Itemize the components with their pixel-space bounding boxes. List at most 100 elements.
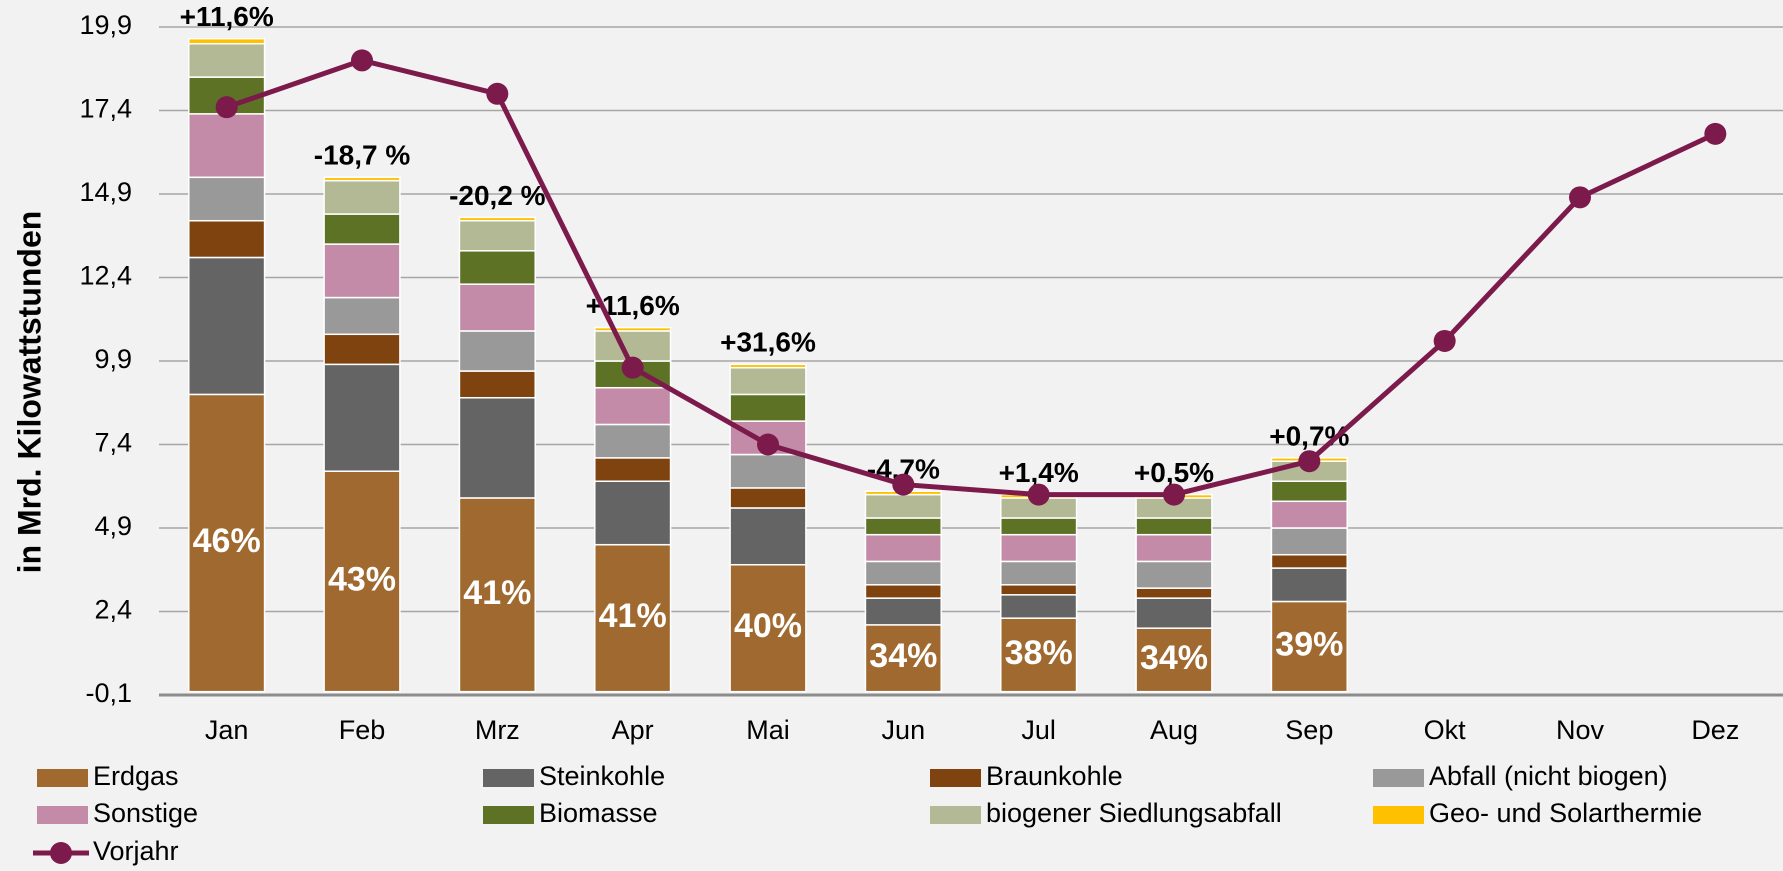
- line-marker: [1704, 122, 1727, 145]
- bar-segment: [729, 363, 807, 369]
- line-marker: [1433, 329, 1456, 352]
- share-label: 43%: [328, 560, 396, 598]
- legend-label: Geo- und Solarthermie: [1429, 798, 1702, 828]
- legend-swatch: [483, 769, 534, 787]
- bar-segment: [594, 326, 672, 332]
- bar-segment: [188, 42, 266, 78]
- bar-segment: [1000, 533, 1078, 563]
- x-tick-label: Sep: [1285, 715, 1333, 745]
- legend-swatch: [1373, 806, 1424, 824]
- bar-segment: [594, 423, 672, 459]
- legend-swatch: [37, 769, 88, 787]
- bar-segment: [1000, 560, 1078, 586]
- share-label: 34%: [869, 637, 937, 675]
- legend-swatch: [37, 806, 88, 824]
- bar-segment: [458, 250, 536, 285]
- bar-segment: [1270, 500, 1348, 529]
- bar-segment: [1135, 517, 1213, 536]
- legend-swatch: [930, 769, 981, 787]
- x-tick-label: Jun: [882, 715, 926, 745]
- bar-segment: [864, 624, 942, 693]
- share-label: 40%: [734, 607, 802, 645]
- x-tick-label: Apr: [612, 715, 654, 745]
- bar-segment: [594, 480, 672, 546]
- bar-segment: [729, 487, 807, 509]
- bar-segment: [1270, 527, 1348, 556]
- bar-segment: [1270, 480, 1348, 503]
- line-marker: [486, 82, 509, 105]
- legend-marker: [50, 842, 72, 864]
- bar-segment: [1135, 627, 1213, 693]
- bar-segment: [1000, 617, 1078, 693]
- bar-segment: [1135, 560, 1213, 589]
- bar-segment: [729, 366, 807, 396]
- bar-segment: [323, 243, 401, 299]
- bar-segment: [1270, 553, 1348, 569]
- share-label: 39%: [1275, 626, 1343, 664]
- line: [225, 57, 1717, 498]
- legend-label: Biomasse: [539, 798, 658, 828]
- legend-label: Braunkohle: [986, 761, 1123, 791]
- legend-label: biogener Siedlungsabfall: [986, 798, 1282, 828]
- bar-segment: [323, 296, 401, 336]
- line-marker: [621, 356, 644, 379]
- y-tick-label: 2,4: [94, 595, 132, 625]
- bar-segment: [188, 176, 266, 222]
- bar-segment: [188, 256, 266, 396]
- bar-segment: [594, 457, 672, 482]
- bar-segment: [1000, 584, 1078, 596]
- bar-segment: [323, 363, 401, 472]
- line-marker: [892, 473, 915, 496]
- share-label: 46%: [193, 522, 261, 560]
- y-tick-label: 19,9: [79, 10, 132, 40]
- y-tick-label: 9,9: [94, 344, 132, 374]
- change-label: +31,6%: [720, 327, 816, 358]
- x-tick-label: Dez: [1691, 715, 1739, 745]
- x-tick-label: Mai: [746, 715, 790, 745]
- legend-label: Steinkohle: [539, 761, 665, 791]
- line-marker: [215, 96, 238, 119]
- bar-segment: [1135, 587, 1213, 599]
- y-tick-label: 17,4: [79, 94, 132, 124]
- bar-segment: [188, 37, 266, 45]
- bar-segment: [594, 386, 672, 426]
- bar-segment: [458, 283, 536, 332]
- bar-segment: [864, 493, 942, 519]
- bar-segment: [458, 219, 536, 252]
- bar-segment: [188, 219, 266, 259]
- change-label: -18,7 %: [314, 140, 411, 171]
- bar-segment: [458, 216, 536, 222]
- bar-segment: [323, 333, 401, 366]
- bar-segment: [864, 533, 942, 563]
- line-marker: [1569, 186, 1591, 209]
- bar-segment: [864, 584, 942, 599]
- x-tick-label: Mrz: [475, 715, 520, 745]
- bar-segment: [458, 396, 536, 499]
- bar-segment: [1000, 517, 1078, 536]
- line-marker: [1027, 483, 1050, 506]
- x-tick-label: Jul: [1021, 715, 1056, 745]
- bar-segment: [323, 176, 401, 182]
- bar-segment: [729, 507, 807, 566]
- y-tick-label: 4,9: [94, 511, 132, 541]
- bar-segment: [1270, 600, 1348, 693]
- bar-segment: [188, 113, 266, 179]
- bar-segment: [864, 597, 942, 626]
- legend-label: Sonstige: [93, 798, 198, 828]
- share-label: 41%: [599, 597, 667, 635]
- legend-label: Vorjahr: [93, 836, 179, 866]
- legend-swatch: [930, 806, 981, 824]
- x-tick-label: Nov: [1556, 715, 1605, 745]
- bar-segment: [594, 330, 672, 362]
- y-tick-label: -0,1: [85, 678, 132, 708]
- y-tick-label: 7,4: [94, 428, 132, 458]
- bar-segment: [594, 543, 672, 693]
- bar-segment: [864, 560, 942, 586]
- bar-segment: [1000, 594, 1078, 619]
- bar-segment: [458, 330, 536, 372]
- x-tick-label: Jan: [205, 715, 249, 745]
- share-label: 38%: [1005, 634, 1073, 672]
- x-tick-label: Feb: [339, 715, 386, 745]
